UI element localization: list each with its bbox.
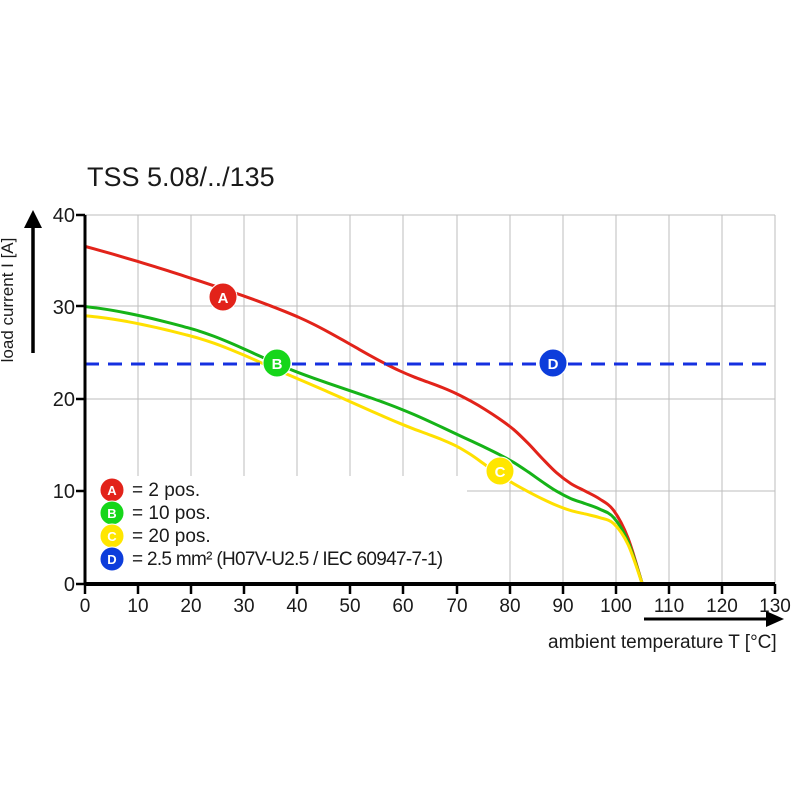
svg-text:110: 110 bbox=[654, 596, 684, 617]
svg-text:130: 130 bbox=[759, 596, 791, 617]
svg-text:80: 80 bbox=[499, 596, 520, 617]
svg-text:30: 30 bbox=[233, 596, 254, 617]
svg-text:TSS 5.08/../135: TSS 5.08/../135 bbox=[87, 162, 275, 192]
svg-text:40: 40 bbox=[53, 205, 75, 227]
svg-text:120: 120 bbox=[706, 596, 738, 617]
svg-text:60: 60 bbox=[392, 596, 413, 617]
svg-text:A: A bbox=[218, 290, 229, 307]
svg-text:D: D bbox=[548, 356, 559, 373]
svg-text:20: 20 bbox=[180, 596, 201, 617]
svg-text:load current I [A]: load current I [A] bbox=[0, 238, 17, 363]
svg-text:0: 0 bbox=[64, 574, 75, 596]
svg-text:50: 50 bbox=[339, 596, 360, 617]
svg-text:40: 40 bbox=[286, 596, 307, 617]
svg-text:A: A bbox=[107, 483, 117, 498]
svg-text:= 10 pos.: = 10 pos. bbox=[132, 503, 211, 524]
svg-text:0: 0 bbox=[80, 596, 91, 617]
svg-text:90: 90 bbox=[552, 596, 573, 617]
svg-text:= 20 pos.: = 20 pos. bbox=[132, 526, 211, 547]
svg-text:C: C bbox=[495, 464, 506, 481]
svg-text:B: B bbox=[272, 356, 283, 373]
svg-text:20: 20 bbox=[53, 389, 75, 411]
svg-text:B: B bbox=[107, 506, 116, 521]
svg-text:= 2 pos.: = 2 pos. bbox=[132, 480, 200, 501]
svg-text:ambient temperature T [°C]: ambient temperature T [°C] bbox=[548, 632, 777, 653]
svg-text:= 2.5 mm² (H07V-U2.5 / IEC 609: = 2.5 mm² (H07V-U2.5 / IEC 60947-7-1) bbox=[132, 549, 443, 570]
svg-text:100: 100 bbox=[600, 596, 632, 617]
svg-text:D: D bbox=[107, 552, 116, 567]
svg-text:10: 10 bbox=[53, 481, 75, 503]
svg-text:10: 10 bbox=[127, 596, 148, 617]
svg-text:30: 30 bbox=[53, 297, 75, 319]
svg-text:C: C bbox=[107, 529, 117, 544]
svg-text:70: 70 bbox=[446, 596, 467, 617]
